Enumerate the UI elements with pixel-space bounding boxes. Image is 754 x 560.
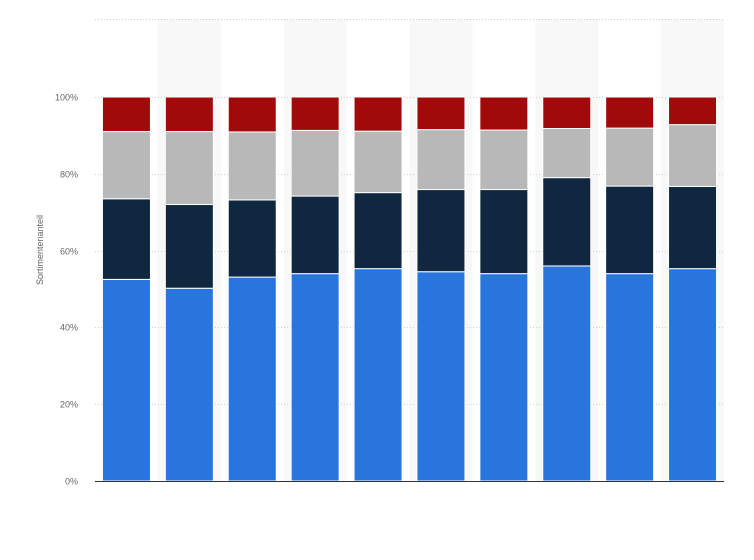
- bar-segment: [668, 96, 718, 126]
- bar-segment: [542, 127, 592, 179]
- bar-segment: [353, 268, 403, 482]
- bar-segment: [290, 96, 340, 131]
- bar-segment: [290, 129, 340, 197]
- bar-segments: [101, 96, 718, 482]
- bar-segment: [479, 273, 529, 482]
- bar-segment: [101, 131, 151, 200]
- bar-segment: [353, 96, 403, 132]
- y-tick-label: 100%: [55, 93, 78, 103]
- bar-segment: [164, 287, 214, 482]
- bar-segment: [353, 130, 403, 194]
- bar-segment: [290, 273, 340, 482]
- bar-segment: [101, 198, 151, 280]
- bar-segment: [605, 127, 655, 187]
- bar-segment: [416, 96, 466, 131]
- bar-segment: [668, 268, 718, 482]
- y-tick-label: 80%: [60, 170, 78, 180]
- bar-segment: [416, 129, 466, 191]
- bar-segment: [542, 265, 592, 482]
- bar-segment: [479, 129, 529, 191]
- bar-segment: [605, 273, 655, 482]
- bar-segment: [227, 199, 277, 278]
- y-axis-title: Sortimentenanteil: [35, 215, 45, 285]
- bar-segment: [479, 189, 529, 275]
- bar-segment: [353, 192, 403, 270]
- bar-segment: [479, 96, 529, 131]
- bar-segment: [164, 131, 214, 206]
- bar-segment: [416, 271, 466, 482]
- bar-segment: [227, 96, 277, 133]
- y-tick-label: 20%: [60, 400, 78, 410]
- bar-segment: [290, 195, 340, 275]
- bar-segment: [416, 189, 466, 273]
- bar-segment: [605, 185, 655, 275]
- bar-segment: [227, 131, 277, 201]
- y-tick-label: 40%: [60, 323, 78, 333]
- bar-segment: [542, 177, 592, 267]
- bar-segment: [605, 96, 655, 129]
- bar-segment: [164, 204, 214, 289]
- bar-segment: [227, 276, 277, 482]
- y-tick-label: 0%: [65, 477, 78, 487]
- y-tick-label: 60%: [60, 247, 78, 257]
- bar-segment: [101, 96, 151, 133]
- bar-segment: [164, 96, 214, 133]
- bar-segment: [668, 185, 718, 270]
- bar-segment: [101, 278, 151, 482]
- bar-segment: [542, 96, 592, 129]
- y-tick-labels: 0% 20% 40% 60% 80% 100%: [55, 93, 78, 487]
- bar-segment: [668, 124, 718, 187]
